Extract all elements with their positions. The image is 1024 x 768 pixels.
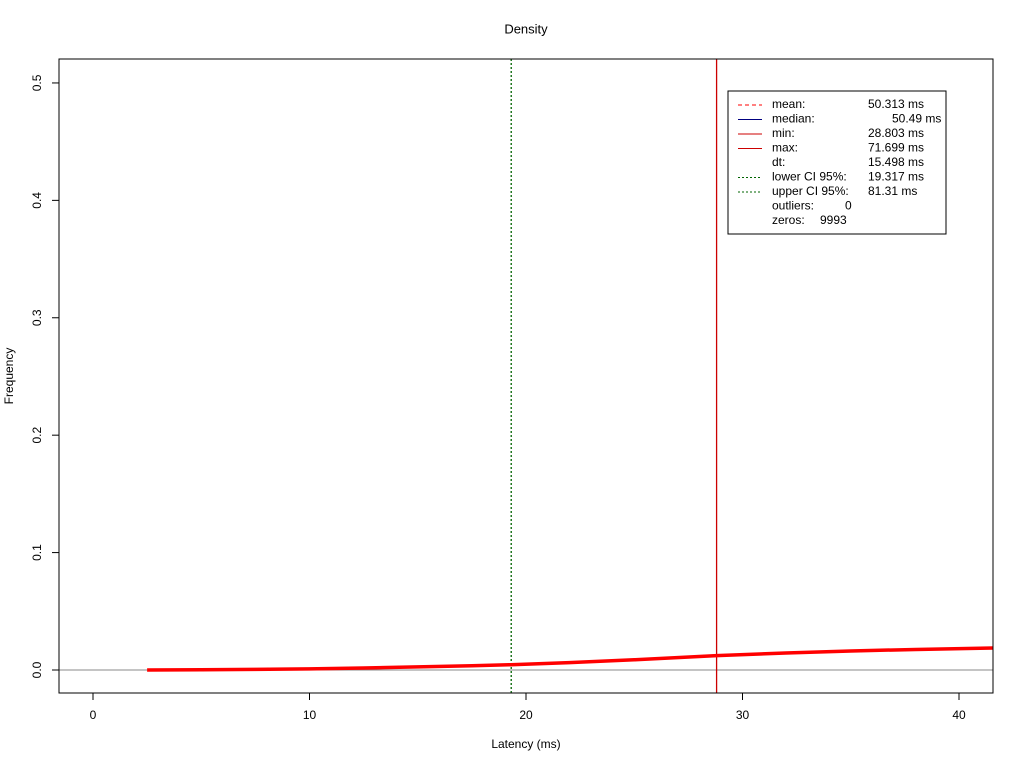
legend-label: upper CI 95%: — [772, 184, 849, 198]
legend-value: 71.699 ms — [868, 141, 924, 155]
legend-label: max: — [772, 141, 798, 155]
y-tick-label: 0.4 — [30, 192, 44, 209]
x-tick-label: 40 — [952, 708, 966, 722]
density-curve — [147, 646, 993, 672]
legend-label: median: — [772, 112, 815, 126]
y-tick-label: 0.1 — [30, 544, 44, 561]
plot-area — [59, 59, 993, 693]
legend-label: outliers: — [772, 199, 814, 213]
legend-value: 0 — [845, 199, 852, 213]
legend-value: 81.31 ms — [868, 184, 917, 198]
y-tick-label: 0.2 — [30, 427, 44, 444]
legend-value: 19.317 ms — [868, 170, 924, 184]
legend: mean: 50.313 ms median: 50.49 ms min: 28.803 … — [727, 90, 947, 235]
x-tick-label: 20 — [519, 708, 533, 722]
legend-value: 9993 — [820, 213, 847, 227]
legend-value: 50.313 ms — [868, 97, 924, 111]
legend-label: lower CI 95%: — [772, 170, 847, 184]
x-tick-label: 30 — [736, 708, 750, 722]
chart-title: Density — [504, 21, 548, 36]
x-axis-title: Latency (ms) — [491, 737, 560, 751]
legend-label: dt: — [772, 155, 785, 169]
legend-value: 28.803 ms — [868, 126, 924, 140]
legend-value: 50.49 ms — [892, 112, 941, 126]
y-tick-label: 0.0 — [30, 661, 44, 678]
legend-value: 15.498 ms — [868, 155, 924, 169]
legend-label: mean: — [772, 97, 805, 111]
y-tick-label: 0.3 — [30, 309, 44, 326]
y-axis-title: Frequency — [2, 348, 16, 405]
legend-label: min: — [772, 126, 795, 140]
legend-box — [727, 90, 947, 235]
y-tick-label: 0.5 — [30, 74, 44, 91]
legend-label: zeros: — [772, 213, 805, 227]
x-tick-label: 10 — [303, 708, 317, 722]
x-tick-label: 0 — [90, 708, 97, 722]
